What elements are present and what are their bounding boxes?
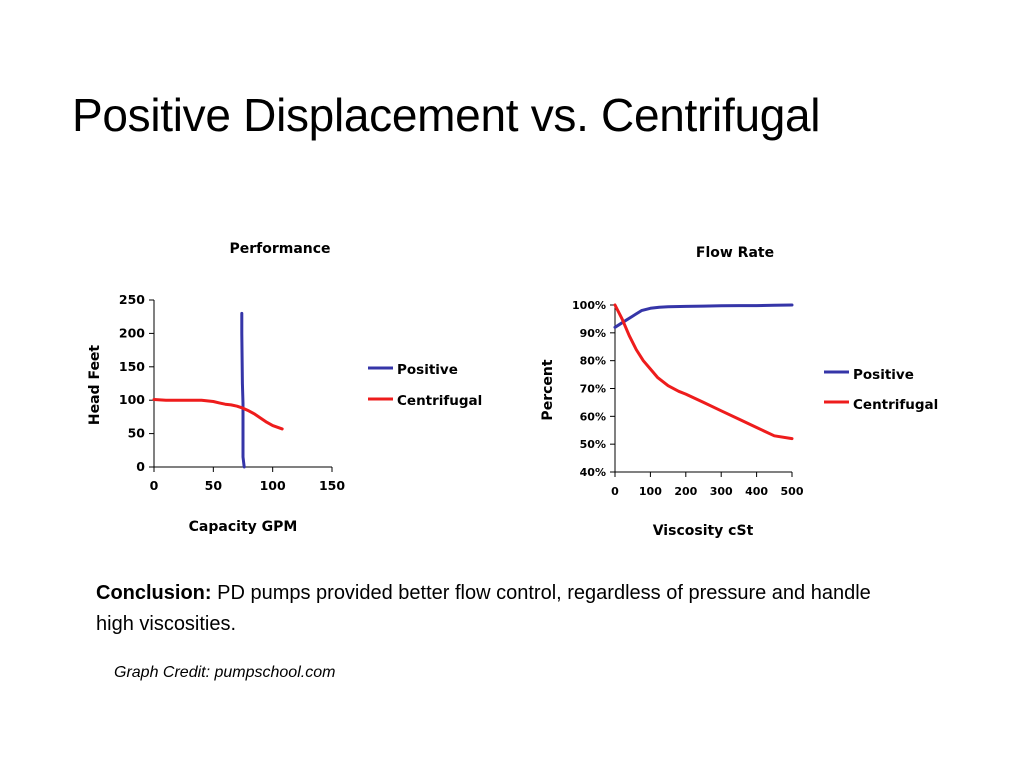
y-tick-label: 0 [136, 459, 145, 474]
legend: Positive Centrifugal [824, 367, 938, 413]
y-axis-label: Head Feet [87, 345, 103, 426]
legend-label-centrifugal: Centrifugal [397, 393, 482, 409]
y-tick-label: 50% [580, 438, 606, 451]
chart-title: Performance [229, 241, 330, 257]
x-tick-label: 50 [205, 478, 223, 493]
y-tick-label: 100 [119, 392, 145, 407]
x-tick-label: 500 [781, 485, 804, 498]
y-tick-label: 50 [128, 426, 146, 441]
legend-label-centrifugal: Centrifugal [853, 397, 938, 413]
y-tick-label: 40% [580, 466, 606, 479]
y-tick-label: 70% [580, 383, 606, 396]
y-tick-label: 200 [119, 325, 145, 340]
x-tick-label: 100 [260, 478, 286, 493]
series-line-centrifugal [152, 398, 284, 431]
conclusion-text: Conclusion: PD pumps provided better flo… [96, 578, 896, 640]
x-tick-label: 150 [319, 478, 345, 493]
x-tick-label: 100 [639, 485, 662, 498]
graph-credit: Graph Credit: pumpschool.com [114, 664, 336, 681]
y-tick-label: 150 [119, 359, 145, 374]
x-tick-label: 400 [745, 485, 768, 498]
legend: Positive Centrifugal [368, 362, 482, 409]
x-axis-label: Viscosity cSt [653, 523, 754, 539]
performance-chart: Performance 0 50 100 150 200 250 0 50 100 150 Hea… [87, 241, 482, 535]
series-line-centrifugal [613, 303, 794, 441]
flow-rate-chart: Flow Rate 40% 50% 60% 70% 80% 90% 100% 0 100 200 3… [540, 245, 938, 539]
y-axis-label: Percent [540, 359, 556, 420]
series-line-positive [240, 311, 246, 469]
legend-label-positive: Positive [853, 367, 914, 383]
slide-title: Positive Displacement vs. Centrifugal [72, 89, 821, 141]
x-tick-label: 300 [710, 485, 733, 498]
series-line-positive [613, 303, 794, 329]
y-tick-label: 90% [580, 327, 606, 340]
x-tick-label: 200 [674, 485, 697, 498]
conclusion-label: Conclusion: [96, 582, 212, 604]
x-tick-label: 0 [150, 478, 159, 493]
y-tick-label: 250 [119, 292, 145, 307]
y-tick-label: 100% [572, 299, 606, 312]
y-tick-label: 60% [580, 410, 606, 423]
legend-label-positive: Positive [397, 362, 458, 378]
x-axis-label: Capacity GPM [189, 519, 298, 535]
conclusion-body: PD pumps provided better flow control, r… [96, 582, 871, 635]
chart-title: Flow Rate [696, 245, 774, 261]
y-tick-label: 80% [580, 355, 606, 368]
x-tick-label: 0 [611, 485, 619, 498]
